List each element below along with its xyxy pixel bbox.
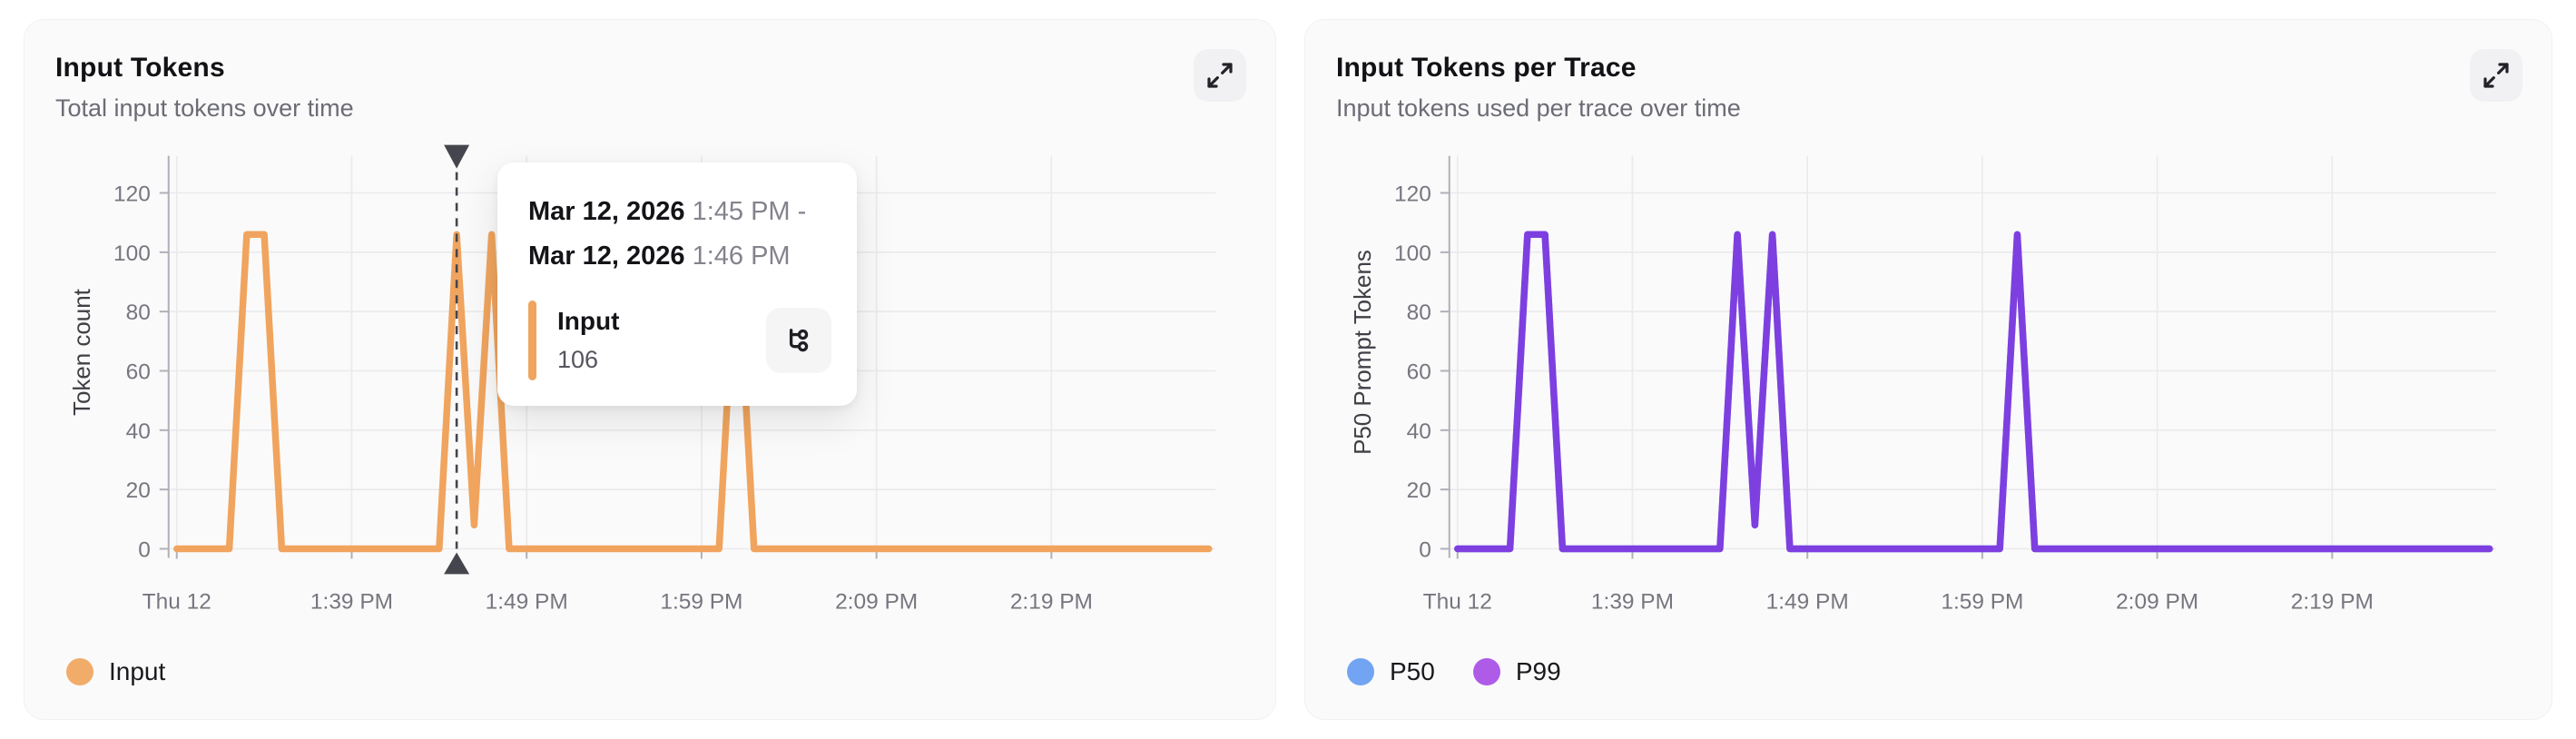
crosshair-top-marker: [444, 144, 470, 169]
chart-legend: Input: [66, 657, 165, 686]
x-tick-label: 1:59 PM: [660, 589, 742, 614]
x-tick-label: 2:19 PM: [2291, 589, 2374, 614]
x-tick-label: Thu 12: [143, 589, 211, 614]
series-line-p50: [1454, 231, 2493, 553]
legend-dot: [66, 658, 93, 685]
x-tick-label: 1:49 PM: [1766, 589, 1849, 614]
series-line-input: [173, 231, 1213, 553]
x-tick-label: 2:09 PM: [835, 589, 918, 614]
y-tick-label: 100: [113, 241, 151, 266]
y-tick-label: 0: [1419, 537, 1431, 562]
legend-item-input[interactable]: Input: [66, 657, 165, 686]
chart-tooltip: Mar 12, 2026 1:45 PM - Mar 12, 2026 1:46…: [497, 163, 857, 406]
y-tick-label: 80: [1407, 301, 1431, 325]
legend-dot: [1347, 658, 1374, 685]
card-header: Input Tokens Total input tokens over tim…: [55, 53, 354, 123]
y-tick-label: 20: [126, 478, 151, 503]
legend-label: P50: [1390, 657, 1435, 685]
input-tokens-per-trace-chart[interactable]: 0 20 40 60 80 100 120 Thu 12 1:39 PM 1:49 PM 1:59 …: [1305, 20, 2551, 719]
x-tick-label: 1:39 PM: [1591, 589, 1674, 614]
view-traces-button[interactable]: [766, 308, 831, 373]
legend-item-p99[interactable]: P99: [1472, 657, 1561, 686]
legend-dot: [1472, 658, 1500, 685]
x-tick-label: Thu 12: [1423, 589, 1492, 614]
y-tick-label: 0: [138, 537, 151, 562]
y-tick-label: 120: [113, 182, 151, 206]
trace-tree-icon: [780, 321, 818, 360]
series-color-bar: [528, 301, 536, 380]
y-tick-label: 120: [1394, 182, 1431, 206]
x-tick-label: 1:39 PM: [310, 589, 393, 614]
expand-icon: [1205, 61, 1234, 90]
card-subtitle: Input tokens used per trace over time: [1336, 94, 1741, 122]
y-tick-label: 40: [126, 419, 151, 444]
crosshair-bottom-marker: [444, 552, 470, 575]
x-tick-label: 2:19 PM: [1010, 589, 1093, 614]
tooltip-series-row: Input 106: [528, 301, 831, 380]
expand-button[interactable]: [2470, 49, 2522, 102]
y-axis-title: Token count: [70, 288, 95, 416]
tooltip-range-start: Mar 12, 2026 1:45 PM -: [528, 197, 807, 226]
series-line-p99: [1454, 231, 2493, 553]
input-tokens-card: Input Tokens Total input tokens over tim…: [24, 19, 1276, 720]
y-tick-label: 100: [1394, 241, 1431, 266]
y-axis-title: P50 Prompt Tokens: [1351, 250, 1376, 455]
x-tick-label: 2:09 PM: [2116, 589, 2198, 614]
y-tick-label: 40: [1407, 419, 1431, 444]
legend-label: P99: [1515, 657, 1561, 685]
tooltip-series-value: 106: [557, 346, 599, 373]
expand-icon: [2482, 61, 2511, 90]
x-tick-label: 1:49 PM: [486, 589, 568, 614]
legend-item-p50[interactable]: P50: [1347, 657, 1435, 686]
x-tick-label: 1:59 PM: [1941, 589, 2023, 614]
y-tick-label: 20: [1407, 478, 1431, 503]
y-tick-label: 80: [126, 301, 151, 325]
y-tick-label: 60: [126, 360, 151, 384]
card-header: Input Tokens per Trace Input tokens used…: [1336, 53, 1741, 123]
legend-label: Input: [109, 657, 166, 685]
card-title: Input Tokens per Trace: [1336, 53, 1637, 83]
input-tokens-per-trace-card: Input Tokens per Trace Input tokens used…: [1304, 19, 2552, 720]
tooltip-range-end: Mar 12, 2026 1:46 PM: [528, 241, 791, 271]
expand-button[interactable]: [1194, 49, 1246, 102]
card-title: Input Tokens: [55, 53, 225, 83]
chart-legend: P50 P99: [1347, 657, 1561, 686]
y-tick-label: 60: [1407, 360, 1431, 384]
card-subtitle: Total input tokens over time: [55, 94, 354, 122]
tooltip-series-name: Input: [557, 307, 620, 335]
